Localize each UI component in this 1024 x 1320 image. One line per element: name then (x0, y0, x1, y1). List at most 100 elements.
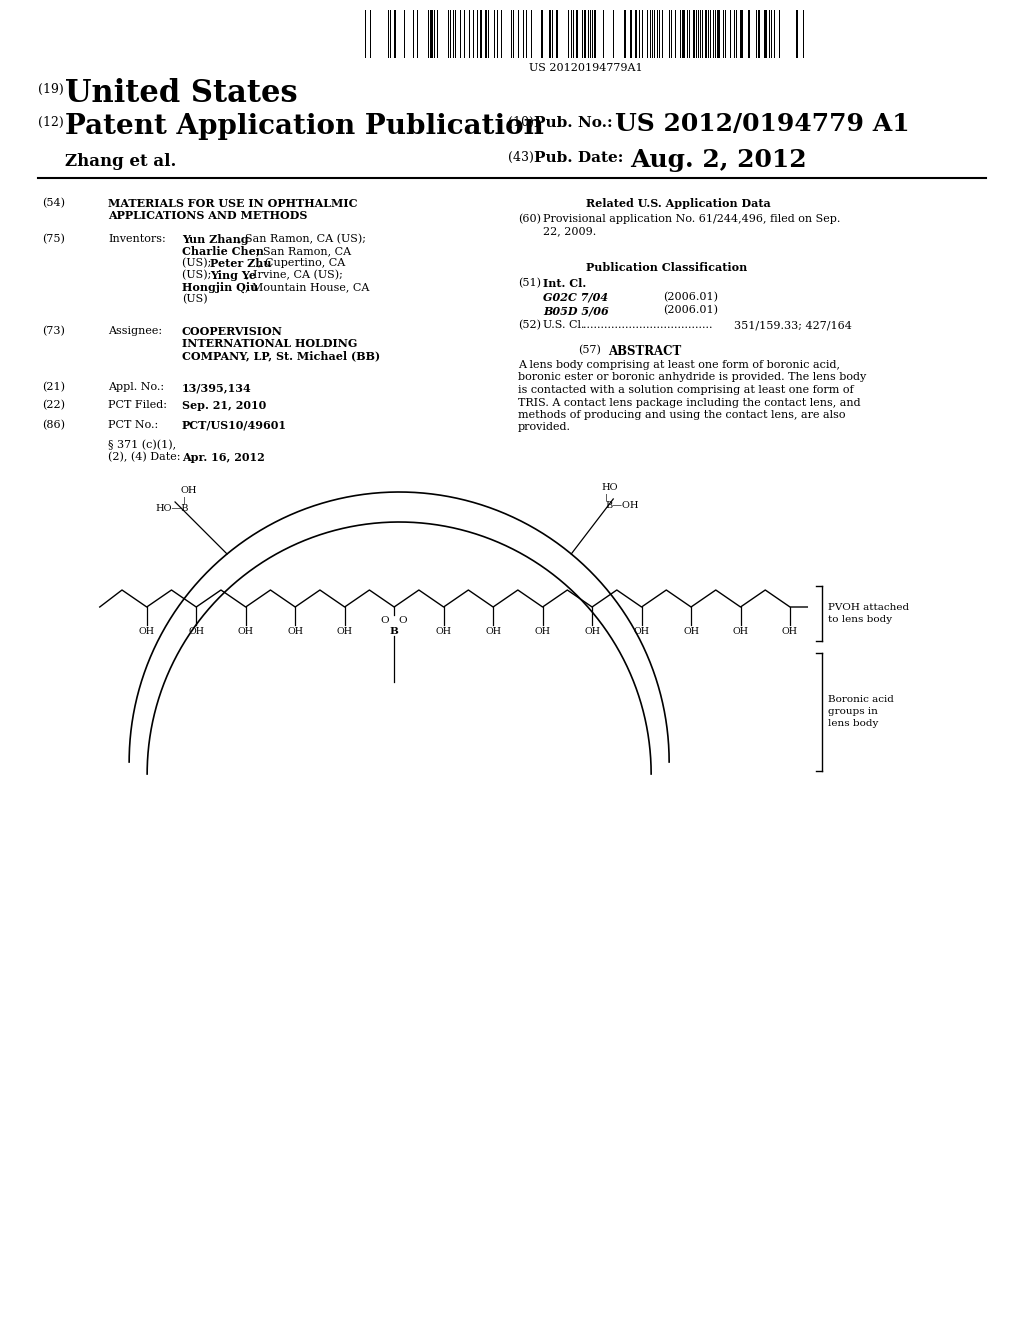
Text: (51): (51) (518, 279, 541, 288)
Text: 351/159.33; 427/164: 351/159.33; 427/164 (734, 319, 852, 330)
Bar (624, 11, 626, 58)
Text: (43): (43) (508, 150, 534, 164)
Text: Int. Cl.: Int. Cl. (543, 279, 587, 289)
Text: ABSTRACT: ABSTRACT (608, 345, 681, 358)
Text: (54): (54) (42, 198, 65, 209)
Text: (US): (US) (182, 294, 208, 305)
Text: Apr. 16, 2012: Apr. 16, 2012 (182, 451, 265, 463)
Text: OH: OH (782, 627, 798, 636)
Text: (19): (19) (38, 83, 63, 96)
Text: (10): (10) (508, 116, 534, 129)
Bar (693, 11, 695, 58)
Bar (740, 11, 743, 58)
Text: OH: OH (584, 627, 600, 636)
Text: A lens body comprising at least one form of boronic acid,: A lens body comprising at least one form… (518, 360, 840, 370)
Text: OH: OH (535, 627, 551, 636)
Text: Assignee:: Assignee: (108, 326, 162, 337)
Bar (394, 11, 396, 58)
Bar (764, 11, 767, 58)
Text: |: | (183, 496, 186, 506)
Bar (717, 11, 720, 58)
Text: Boronic acid: Boronic acid (828, 696, 894, 705)
Text: United States: United States (65, 78, 298, 110)
Text: is contacted with a solution comprising at least one form of: is contacted with a solution comprising … (518, 385, 854, 395)
Text: (73): (73) (42, 326, 65, 337)
Text: COOPERVISION: COOPERVISION (182, 326, 283, 337)
Text: OH: OH (435, 627, 452, 636)
Text: Peter Zhu: Peter Zhu (210, 257, 271, 269)
Bar (796, 11, 798, 58)
Text: , Irvine, CA (US);: , Irvine, CA (US); (246, 271, 343, 280)
Text: OH: OH (180, 486, 197, 495)
Text: (21): (21) (42, 381, 65, 392)
Text: 13/395,134: 13/395,134 (182, 381, 252, 393)
Bar (635, 11, 637, 58)
Text: INTERNATIONAL HOLDING: INTERNATIONAL HOLDING (182, 338, 357, 348)
Text: Related U.S. Application Data: Related U.S. Application Data (586, 198, 771, 209)
Text: Sep. 21, 2010: Sep. 21, 2010 (182, 400, 266, 411)
Text: OH: OH (138, 627, 155, 636)
Text: (US);: (US); (182, 257, 215, 268)
Text: methods of producing and using the contact lens, are also: methods of producing and using the conta… (518, 411, 846, 420)
Bar (556, 11, 558, 58)
Text: OH: OH (337, 627, 352, 636)
Text: (52): (52) (518, 319, 541, 330)
Text: , San Ramon, CA (US);: , San Ramon, CA (US); (238, 234, 366, 244)
Text: (57): (57) (578, 345, 601, 355)
Bar (594, 11, 596, 58)
Text: OH: OH (188, 627, 204, 636)
Text: Aug. 2, 2012: Aug. 2, 2012 (630, 148, 807, 172)
Text: (22): (22) (42, 400, 65, 411)
Text: OH: OH (238, 627, 254, 636)
Text: U.S. Cl.: U.S. Cl. (543, 319, 585, 330)
Text: 22, 2009.: 22, 2009. (543, 226, 596, 236)
Bar (485, 11, 487, 58)
Text: lens body: lens body (828, 719, 879, 729)
Text: US 20120194779A1: US 20120194779A1 (529, 63, 643, 73)
Text: PCT No.:: PCT No.: (108, 420, 159, 430)
Bar (575, 11, 578, 58)
Text: HO—B: HO—B (155, 504, 188, 513)
Text: § 371 (c)(1),: § 371 (c)(1), (108, 440, 176, 450)
Text: , Mountain House, CA: , Mountain House, CA (245, 282, 370, 292)
Bar (584, 11, 586, 58)
Text: Yun Zhang: Yun Zhang (182, 234, 249, 246)
Text: Charlie Chen: Charlie Chen (182, 246, 264, 257)
Text: OH: OH (683, 627, 699, 636)
Text: APPLICATIONS AND METHODS: APPLICATIONS AND METHODS (108, 210, 307, 220)
Text: COMPANY, LP, St. Michael (BB): COMPANY, LP, St. Michael (BB) (182, 350, 380, 360)
Text: Patent Application Publication: Patent Application Publication (65, 114, 544, 140)
Text: provided.: provided. (518, 422, 571, 433)
Text: Appl. No.:: Appl. No.: (108, 381, 164, 392)
Text: .....................................: ..................................... (583, 319, 713, 330)
Text: groups in: groups in (828, 708, 878, 717)
Text: (86): (86) (42, 420, 65, 430)
Bar (682, 11, 685, 58)
Bar (705, 11, 707, 58)
Text: OH: OH (732, 627, 749, 636)
Text: , San Ramon, CA: , San Ramon, CA (256, 246, 351, 256)
Text: HO: HO (601, 483, 617, 492)
Text: TRIS. A contact lens package including the contact lens, and: TRIS. A contact lens package including t… (518, 397, 860, 408)
Text: MATERIALS FOR USE IN OPHTHALMIC: MATERIALS FOR USE IN OPHTHALMIC (108, 198, 357, 209)
Text: G02C 7/04: G02C 7/04 (543, 292, 608, 304)
Text: PCT/US10/49601: PCT/US10/49601 (182, 420, 287, 432)
Text: Provisional application No. 61/244,496, filed on Sep.: Provisional application No. 61/244,496, … (543, 214, 841, 224)
Text: Inventors:: Inventors: (108, 234, 166, 244)
Text: OH: OH (634, 627, 649, 636)
Text: OH: OH (485, 627, 501, 636)
Text: Zhang et al.: Zhang et al. (65, 153, 176, 170)
Bar (758, 11, 760, 58)
Text: Pub. No.:: Pub. No.: (534, 116, 612, 129)
Text: boronic ester or boronic anhydride is provided. The lens body: boronic ester or boronic anhydride is pr… (518, 372, 866, 383)
Bar (430, 11, 433, 58)
Text: OH: OH (287, 627, 303, 636)
Text: , Cupertino, CA: , Cupertino, CA (258, 257, 345, 268)
Text: O: O (398, 616, 408, 624)
Bar (480, 11, 482, 58)
Text: Publication Classification: Publication Classification (586, 261, 748, 273)
Text: Ying Ye: Ying Ye (210, 271, 256, 281)
Text: Pub. Date:: Pub. Date: (534, 150, 624, 165)
Text: (12): (12) (38, 116, 63, 129)
Text: B: B (390, 627, 398, 636)
